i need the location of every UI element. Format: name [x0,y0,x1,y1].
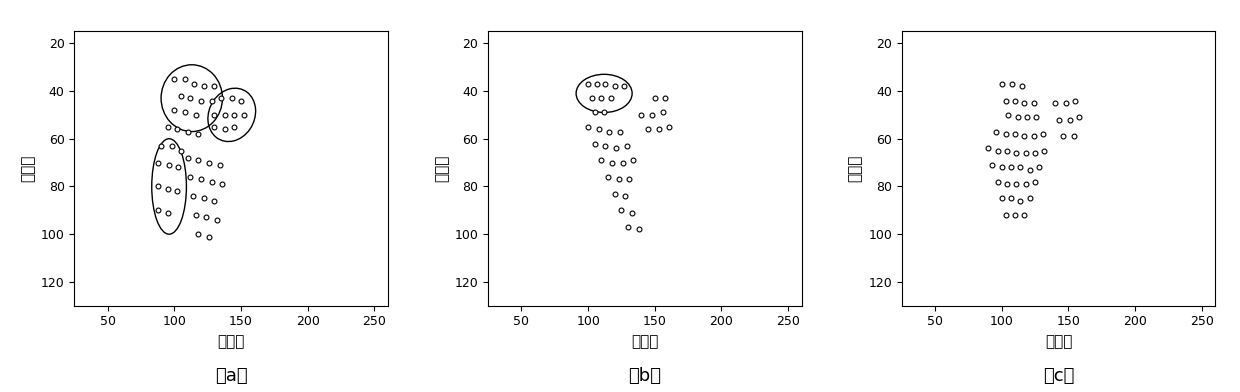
X-axis label: 方位向: 方位向 [217,334,244,349]
Y-axis label: 距离向: 距离向 [848,155,863,182]
Text: （b）: （b） [629,367,661,385]
X-axis label: 方位向: 方位向 [1045,334,1073,349]
Text: （c）: （c） [1043,367,1074,385]
X-axis label: 方位向: 方位向 [631,334,658,349]
Text: （a）: （a） [215,367,248,385]
Y-axis label: 距离向: 距离向 [20,155,35,182]
Y-axis label: 距离向: 距离向 [434,155,449,182]
